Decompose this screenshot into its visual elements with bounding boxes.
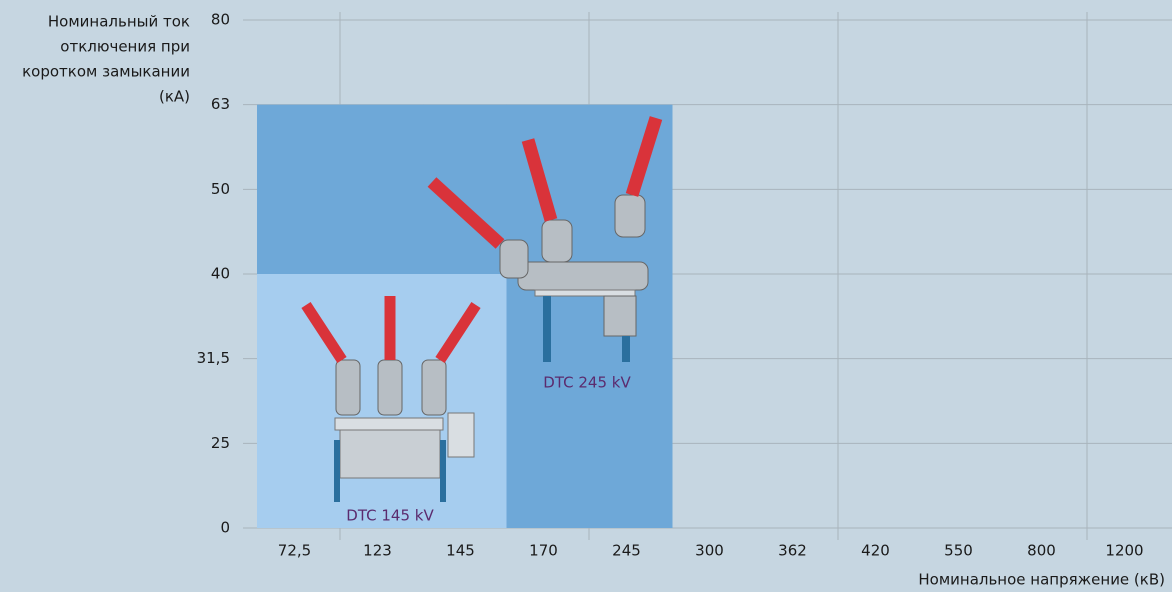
x-tick-label: 145: [446, 542, 475, 560]
x-tick-label: 72,5: [278, 542, 311, 560]
y-tick-label: 0: [220, 519, 230, 537]
y-tick-label: 80: [211, 11, 230, 29]
x-tick-label: 245: [612, 542, 641, 560]
x-axis-label: Номинальное напряжение (кВ): [918, 571, 1165, 589]
y-axis-label: Номинальный ток: [48, 13, 190, 31]
chart: Номинальное напряжение (кВ) Номинальный …: [0, 0, 1172, 592]
y-axis-label: отключения при: [60, 38, 190, 56]
x-tick-label: 300: [695, 542, 724, 560]
x-tick-label: 1200: [1105, 542, 1143, 560]
y-axis-label: (кА): [159, 88, 190, 106]
y-tick-label: 63: [211, 95, 230, 113]
x-tick-label: 550: [944, 542, 973, 560]
x-tick-label: 123: [363, 542, 392, 560]
region-label: DTC 245 kV: [543, 374, 631, 392]
y-axis-label: коротком замыкании: [22, 63, 190, 81]
x-tick-label: 420: [861, 542, 890, 560]
y-tick-label: 31,5: [197, 349, 230, 367]
x-tick-label: 170: [529, 542, 558, 560]
y-tick-label: 25: [211, 434, 230, 452]
y-tick-label: 50: [211, 180, 230, 198]
x-tick-label: 362: [778, 542, 807, 560]
x-tick-label: 800: [1027, 542, 1056, 560]
region-label: DTC 145 kV: [346, 507, 434, 525]
y-tick-label: 40: [211, 265, 230, 283]
region-bar: [257, 274, 341, 528]
